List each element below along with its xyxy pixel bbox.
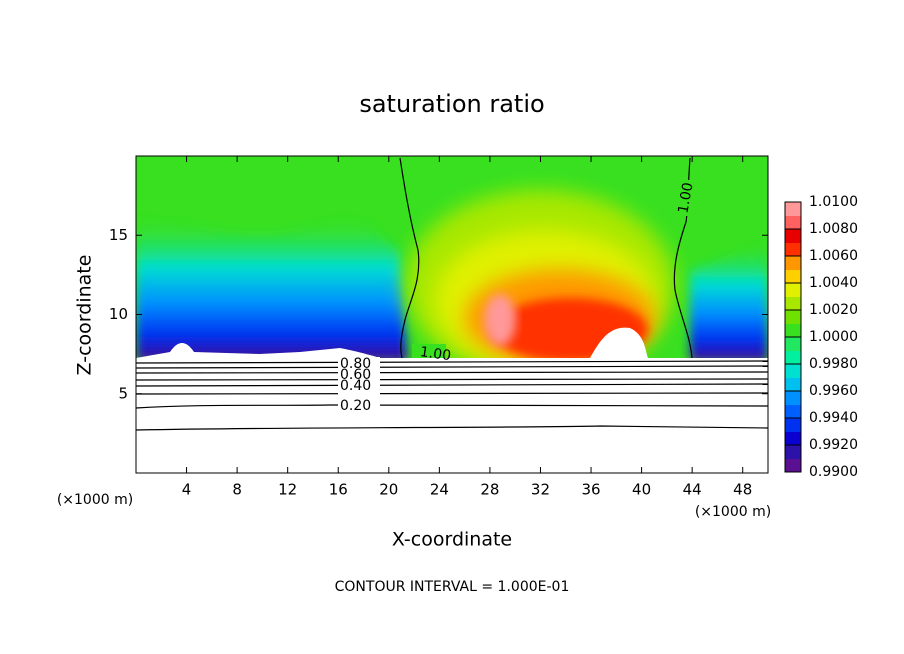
colorbar-swatch (785, 256, 801, 270)
colorbar-label: 0.9980 (809, 356, 858, 372)
x-tick-label: 20 (379, 481, 398, 499)
contour-lines (135, 157, 769, 431)
contour-label: 0.60 (340, 367, 371, 383)
x-tick-label: 4 (182, 481, 192, 499)
colorbar-swatch (785, 377, 801, 392)
colorbar-label: 0.9960 (809, 383, 858, 399)
colorbar-swatch (785, 458, 801, 473)
colorbar-label: 1.0080 (809, 221, 858, 237)
contour-line (135, 392, 769, 395)
y-tick-label: 15 (109, 226, 128, 244)
field-high (484, 294, 516, 346)
colorbar-swatch (785, 323, 801, 338)
colorbar-swatch (785, 364, 801, 378)
colorbar-swatch (785, 445, 801, 459)
colorbar-swatch (785, 404, 801, 419)
x-tick-label: 40 (632, 481, 651, 499)
colorbar-swatch (785, 269, 801, 284)
x-unit: (×1000 m) (57, 492, 133, 508)
y-axis-label: Z-coordinate (74, 255, 96, 376)
colorbar-label: 1.0040 (809, 275, 858, 291)
x-tick-label: 16 (329, 481, 348, 499)
x-tick-label: 48 (733, 481, 752, 499)
x-tick-label: 28 (480, 481, 499, 499)
x-tick-label: 32 (531, 481, 550, 499)
colorbar-swatch (785, 296, 801, 311)
contour-line (135, 360, 769, 364)
colorbar-label: 0.9920 (809, 437, 858, 453)
contour-label: 0.80 (340, 356, 371, 372)
field-low-right (690, 240, 768, 362)
colorbar-swatch (785, 215, 801, 230)
contour-line (135, 383, 769, 387)
colorbar-label: 0.9900 (809, 464, 858, 480)
colorbar-swatch (785, 431, 801, 446)
chart-title: saturation ratio (359, 90, 544, 118)
colorbar-label: 0.9940 (809, 410, 858, 426)
colorbar-label: 1.0100 (809, 194, 858, 210)
contour-line (135, 425, 769, 431)
y-tick-label: 10 (109, 305, 128, 323)
x-tick-label: 12 (278, 481, 297, 499)
colorbar-swatch (785, 202, 801, 216)
y-tick-label: 5 (118, 384, 128, 402)
contour-label: 0.20 (340, 398, 371, 414)
x-axis-label: X-coordinate (392, 529, 512, 551)
colorbar-swatch (785, 283, 801, 297)
colorbar-swatch (785, 229, 801, 243)
contour-line (135, 404, 769, 409)
colorbar-label: 1.0020 (809, 302, 858, 318)
contour-field (136, 156, 768, 473)
colorbar-label: 1.0060 (809, 248, 858, 264)
contour-label: 0.40 (340, 378, 371, 394)
contour-label: 1.00 (675, 181, 696, 214)
x-tick-label: 36 (581, 481, 600, 499)
x-tick-label: 24 (430, 481, 449, 499)
contour-line (399, 157, 420, 359)
field-blank (136, 327, 768, 473)
label-bg (412, 344, 446, 358)
label-bg (338, 357, 380, 411)
colorbar-swatch (785, 350, 801, 365)
colorbar-swatch (785, 337, 801, 351)
x-tick-label: 44 (683, 481, 702, 499)
colorbar-swatch (785, 310, 801, 324)
x-unit: (×1000 m) (695, 504, 771, 520)
contour-line (135, 365, 769, 369)
colorbar-swatch (785, 242, 801, 257)
footer-note: CONTOUR INTERVAL = 1.000E-01 (335, 579, 570, 595)
colorbar-swatch (785, 418, 801, 432)
contour-line (135, 371, 769, 374)
colorbar-swatch (785, 391, 801, 405)
label-bg (678, 180, 694, 216)
contour-line (135, 378, 769, 381)
x-tick-label: 8 (232, 481, 242, 499)
colorbar-label: 1.0000 (809, 329, 858, 345)
field-low-left (136, 215, 408, 362)
contour-label: 1.00 (419, 344, 452, 364)
